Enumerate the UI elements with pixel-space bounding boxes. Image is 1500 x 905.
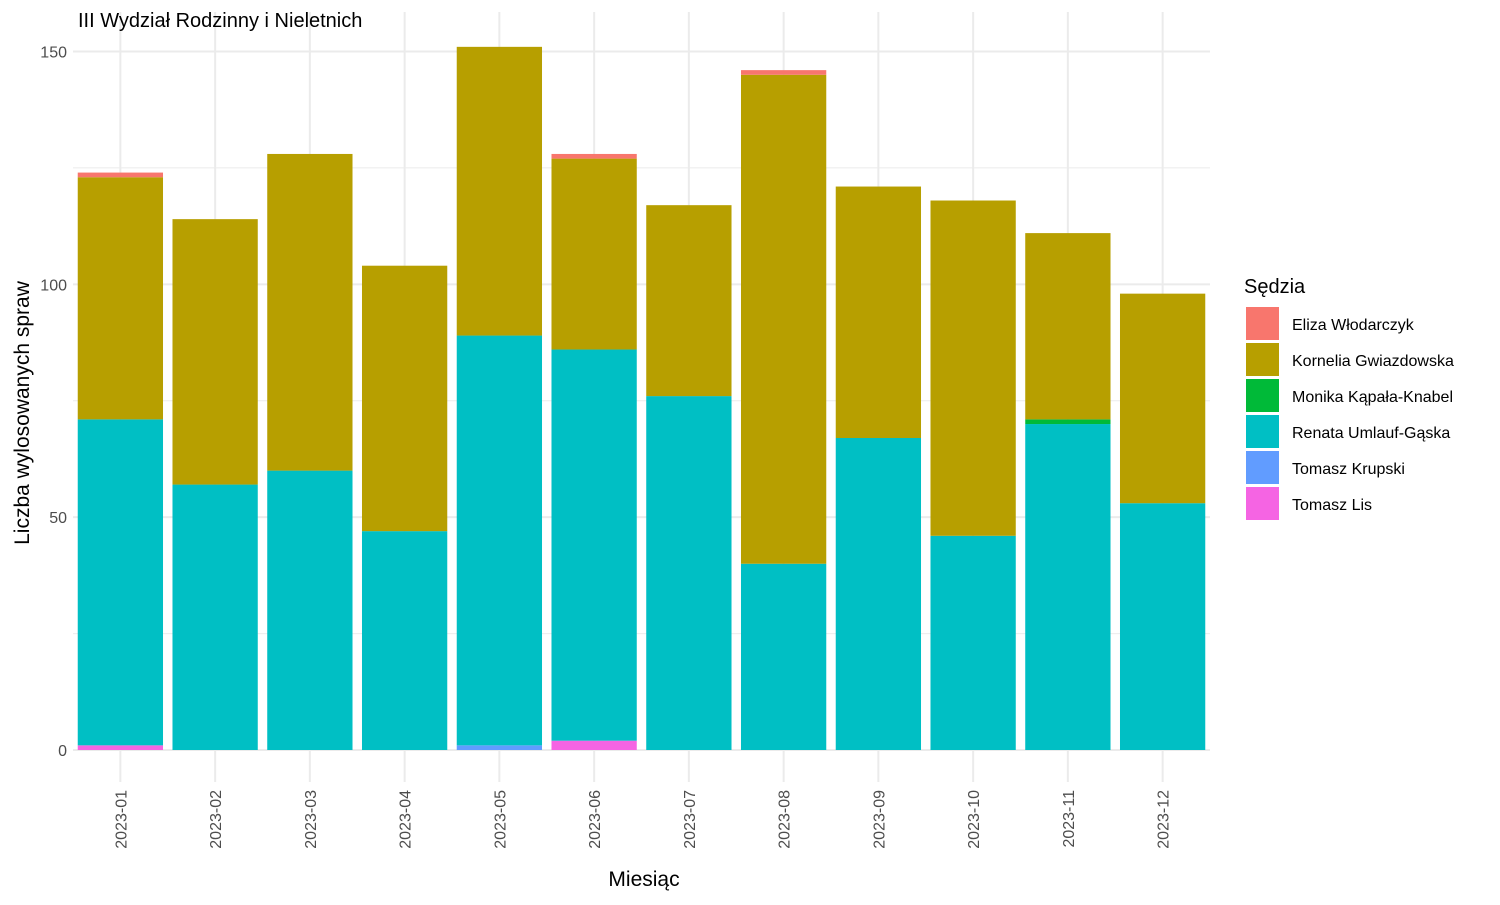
bar-segment — [930, 200, 1016, 536]
bar-segment — [456, 335, 543, 746]
bar-segment — [646, 396, 732, 750]
legend-swatch — [1246, 379, 1279, 412]
bar-segment — [740, 563, 827, 750]
bar-segment — [172, 484, 258, 750]
y-axis-title: Liczba wylosowanych spraw — [11, 280, 34, 545]
x-tick-label: 2023-01 — [113, 790, 130, 849]
bar-segment — [551, 158, 637, 350]
bar-segment — [361, 531, 448, 750]
x-tick-label: 2023-07 — [682, 790, 699, 849]
bar-segment — [361, 265, 448, 532]
legend-swatch — [1246, 451, 1279, 484]
x-axis-title: Miesiąc — [608, 868, 679, 891]
chart-title: III Wydział Rodzinny i Nieletnich — [78, 10, 362, 32]
x-tick-label: 2023-05 — [492, 790, 509, 849]
bars — [77, 46, 1206, 750]
bar-segment — [456, 46, 543, 336]
y-tick-label: 50 — [49, 510, 67, 527]
x-tick-label: 2023-08 — [777, 790, 794, 849]
legend-label: Monika Kąpała-Knabel — [1292, 389, 1453, 406]
bar-segment — [456, 745, 543, 750]
x-tick-label: 2023-12 — [1156, 790, 1173, 849]
bar-segment — [77, 177, 164, 420]
y-tick-label: 150 — [40, 45, 67, 62]
bar-segment — [551, 153, 637, 159]
bar-segment — [1119, 503, 1206, 750]
legend-swatch — [1246, 307, 1279, 340]
bar-segment — [267, 153, 353, 471]
legend-label: Tomasz Krupski — [1292, 461, 1405, 478]
y-tick-label: 0 — [58, 743, 67, 760]
x-tick-label: 2023-11 — [1061, 790, 1078, 848]
bar-segment — [77, 419, 164, 746]
bar-segment — [77, 745, 164, 750]
x-tick-label: 2023-03 — [303, 790, 320, 849]
bar-segment — [267, 470, 353, 750]
bar-segment — [1119, 293, 1206, 504]
bar-segment — [1025, 424, 1111, 750]
bar-segment — [1025, 419, 1111, 425]
bar-segment — [740, 74, 827, 564]
legend-swatch — [1246, 487, 1279, 520]
bar-segment — [930, 535, 1016, 750]
x-tick-label: 2023-06 — [587, 790, 604, 849]
legend-label: Eliza Włodarczyk — [1292, 317, 1415, 334]
bar-segment — [551, 349, 637, 741]
legend-swatch — [1246, 343, 1279, 376]
bar-segment — [172, 219, 258, 485]
x-tick-label: 2023-02 — [208, 790, 225, 849]
bar-segment — [77, 172, 164, 178]
legend-title: Sędzia — [1244, 276, 1306, 298]
bar-segment — [1025, 233, 1111, 420]
legend: Sędzia Eliza Włodarczyk Kornelia Gwiazdow… — [1244, 276, 1454, 520]
bar-segment — [646, 205, 732, 397]
axes: 0 50 100 150 2023-01 2023-02 2023-03 2023-04 202… — [40, 45, 1172, 849]
x-tick-label: 2023-04 — [398, 790, 415, 849]
x-tick-label: 2023-09 — [871, 790, 888, 849]
y-tick-label: 100 — [40, 277, 67, 294]
legend-label: Kornelia Gwiazdowska — [1292, 353, 1454, 370]
bar-segment — [835, 438, 922, 750]
x-tick-label: 2023-10 — [966, 790, 983, 849]
legend-label: Tomasz Lis — [1292, 497, 1372, 514]
bar-segment — [740, 70, 827, 75]
bar-segment — [835, 186, 922, 439]
bar-segment — [551, 740, 637, 750]
legend-swatch — [1246, 415, 1279, 448]
legend-label: Renata Umlauf-Gąska — [1292, 425, 1450, 442]
